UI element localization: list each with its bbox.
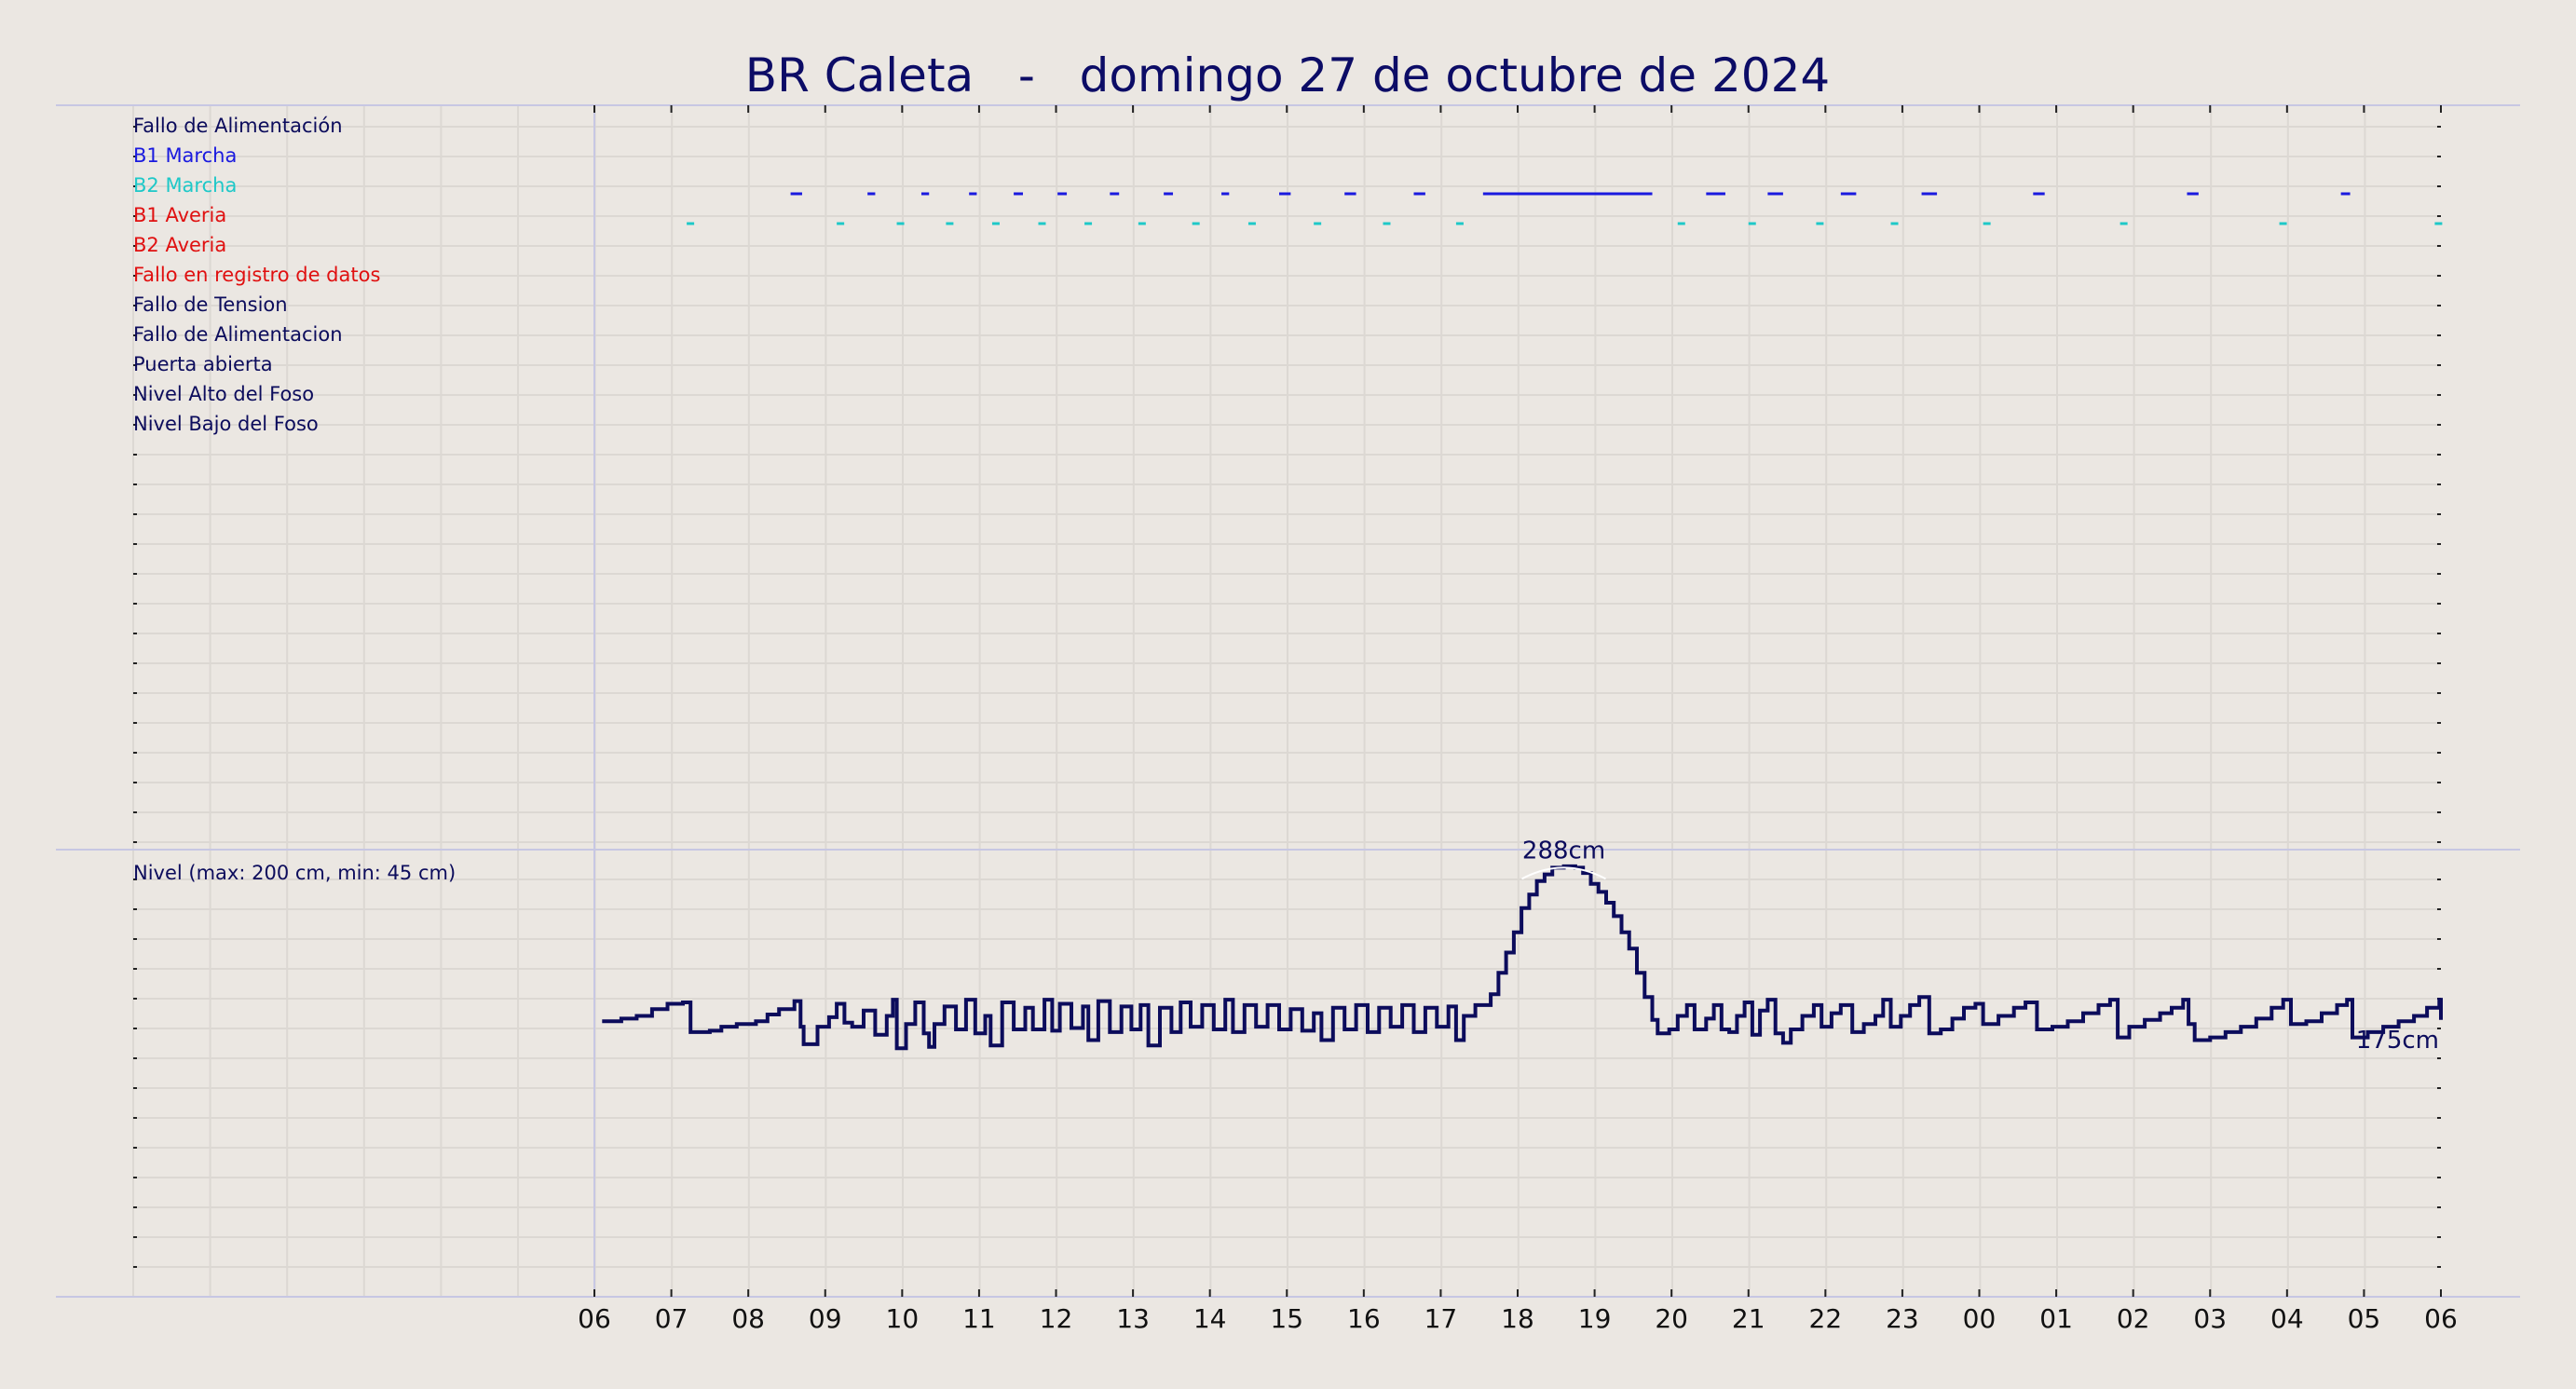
x-tick-label: 19: [1578, 1303, 1612, 1334]
x-tick-label: 14: [1193, 1303, 1227, 1334]
x-tick-label: 22: [1809, 1303, 1843, 1334]
event-row-label: B2 Averia: [133, 234, 226, 256]
x-tick-label: 04: [2270, 1303, 2304, 1334]
event-rows: Fallo de Alimentación B1 Marcha B2 Marcha B…: [133, 115, 2443, 435]
level-line: [602, 864, 2443, 1051]
level-panel: Nivel (max: 200 cm, min: 45 cm) 288cm 175c…: [133, 837, 2443, 1055]
x-tick-label: 08: [731, 1303, 765, 1334]
x-tick-label: 10: [886, 1303, 920, 1334]
event-row-label: Fallo de Tension: [133, 293, 288, 316]
event-row-label: Fallo en registro de datos: [133, 264, 380, 286]
x-tick-label: 07: [655, 1303, 688, 1334]
x-tick-label: 11: [962, 1303, 996, 1334]
event-row-label: B1 Marcha: [133, 144, 237, 167]
event-row-label: Nivel Bajo del Foso: [133, 413, 319, 435]
x-tick-label: 00: [1963, 1303, 1997, 1334]
event-row-label: Fallo de Alimentacion: [133, 323, 343, 346]
x-tick-label: 06: [2424, 1303, 2458, 1334]
x-tick-label: 18: [1501, 1303, 1534, 1334]
x-tick-label: 02: [2117, 1303, 2150, 1334]
x-tick-label: 03: [2193, 1303, 2227, 1334]
event-row-label: Nivel Alto del Foso: [133, 383, 314, 405]
grid: [132, 105, 2441, 1297]
x-tick-label: 13: [1116, 1303, 1150, 1334]
x-tick-label: 23: [1886, 1303, 1919, 1334]
x-tick-label: 01: [2039, 1303, 2073, 1334]
event-row-label: Puerta abierta: [133, 353, 273, 375]
event-row-label: B1 Averia: [133, 204, 226, 226]
max-annotation-arc: [1521, 866, 1607, 880]
panel-frames: [56, 104, 2520, 1298]
chart-title: BR Caleta - domingo 27 de octubre de 202…: [745, 48, 1830, 102]
x-tick-label: 05: [2348, 1303, 2381, 1334]
x-tick-label: 12: [1040, 1303, 1073, 1334]
level-label: Nivel (max: 200 cm, min: 45 cm): [133, 862, 456, 884]
x-axis: 06 07 08 09 10 11 12 13 14 15 16 17 18 19 20 21 22 23 00 01…: [578, 1289, 2458, 1334]
event-row-label: B2 Marcha: [133, 174, 237, 197]
x-tick-label: 21: [1732, 1303, 1765, 1334]
x-tick-label: 16: [1347, 1303, 1381, 1334]
x-tick-label: 15: [1270, 1303, 1303, 1334]
x-tick-label: 09: [809, 1303, 842, 1334]
end-annotation: 175cm: [2356, 1027, 2439, 1055]
event-row-label: Fallo de Alimentación: [133, 115, 343, 137]
x-tick-label: 06: [578, 1303, 611, 1334]
x-tick-label: 20: [1655, 1303, 1688, 1334]
max-annotation: 288cm: [1522, 837, 1605, 865]
x-tick-label: 17: [1424, 1303, 1458, 1334]
